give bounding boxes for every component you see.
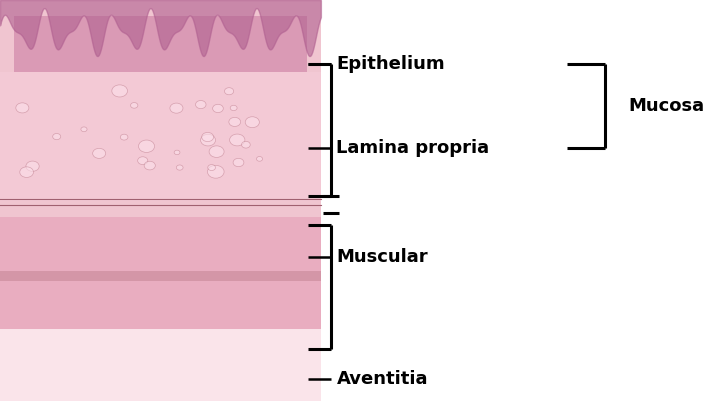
Text: Epithelium: Epithelium	[337, 55, 445, 73]
Ellipse shape	[207, 165, 224, 178]
Ellipse shape	[176, 165, 183, 170]
Ellipse shape	[93, 148, 106, 158]
Ellipse shape	[200, 134, 215, 146]
Ellipse shape	[242, 141, 250, 148]
Ellipse shape	[245, 117, 260, 128]
Ellipse shape	[209, 146, 224, 158]
Ellipse shape	[170, 103, 183, 113]
Ellipse shape	[174, 150, 180, 155]
Ellipse shape	[230, 105, 237, 111]
Ellipse shape	[233, 158, 244, 167]
Ellipse shape	[112, 85, 128, 97]
Ellipse shape	[53, 134, 61, 140]
Text: Aventitia: Aventitia	[337, 370, 428, 388]
Ellipse shape	[138, 140, 155, 152]
Text: Muscular: Muscular	[337, 248, 428, 265]
Bar	[0, 329, 321, 401]
Text: Lamina propria: Lamina propria	[337, 140, 490, 157]
Bar	[0, 217, 321, 329]
Ellipse shape	[20, 167, 34, 177]
Ellipse shape	[207, 164, 215, 170]
Bar	[0, 271, 321, 281]
Ellipse shape	[212, 104, 223, 113]
Bar	[0, 72, 321, 200]
Ellipse shape	[26, 161, 39, 171]
Ellipse shape	[81, 127, 87, 132]
Ellipse shape	[144, 161, 155, 170]
Ellipse shape	[225, 88, 234, 95]
Bar	[0, 0, 321, 401]
Ellipse shape	[130, 103, 138, 108]
Ellipse shape	[16, 103, 29, 113]
Ellipse shape	[230, 134, 245, 146]
Ellipse shape	[138, 157, 148, 164]
Ellipse shape	[202, 132, 214, 142]
Ellipse shape	[257, 156, 262, 161]
Bar	[14, 16, 307, 72]
Ellipse shape	[195, 101, 206, 109]
Ellipse shape	[120, 134, 128, 140]
Text: Mucosa: Mucosa	[628, 97, 704, 115]
Ellipse shape	[229, 117, 240, 126]
